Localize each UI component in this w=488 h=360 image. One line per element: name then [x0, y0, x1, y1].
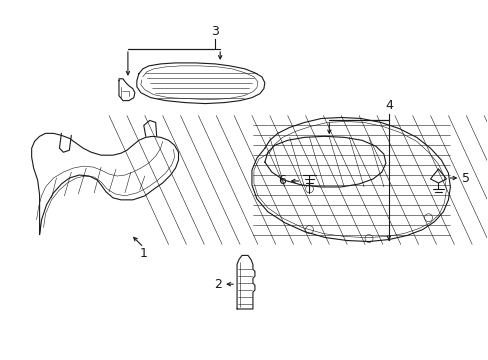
Text: 4: 4 — [384, 99, 392, 112]
Text: 2: 2 — [214, 278, 222, 291]
Text: 3: 3 — [211, 24, 219, 38]
Text: 1: 1 — [140, 247, 147, 260]
Text: 5: 5 — [461, 171, 469, 185]
Text: 6: 6 — [277, 175, 285, 188]
